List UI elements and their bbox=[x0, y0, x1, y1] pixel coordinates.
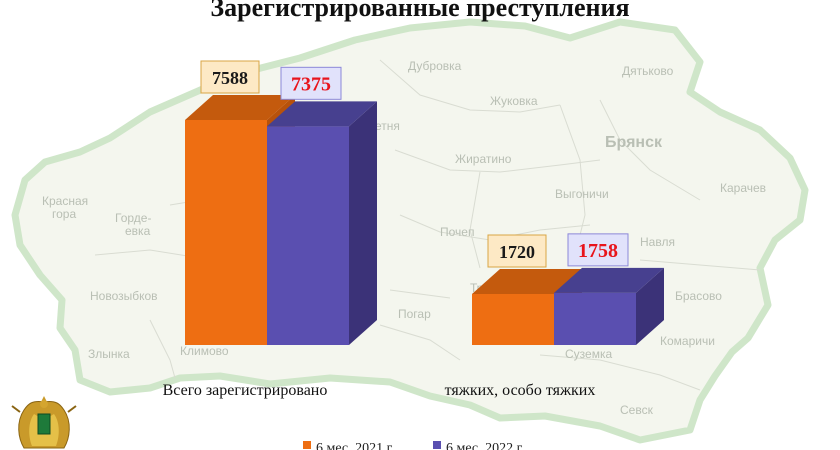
bar bbox=[185, 120, 267, 345]
map-label: Климово bbox=[180, 344, 229, 358]
legend-label: 6 мес. 2022 г. bbox=[446, 441, 524, 450]
data-label: 1758 bbox=[578, 240, 618, 262]
prosecutor-emblem bbox=[11, 396, 77, 449]
bar-top bbox=[185, 95, 295, 120]
chart-marks: 7588 7375 1720 1758 bbox=[185, 60, 664, 346]
data-label: 7588 bbox=[212, 68, 248, 88]
legend-swatch bbox=[433, 441, 441, 449]
bar bbox=[472, 293, 554, 345]
bar-top bbox=[267, 101, 377, 127]
data-label-box bbox=[567, 233, 629, 267]
bar-top bbox=[554, 267, 664, 293]
bar bbox=[267, 126, 349, 346]
bar-side bbox=[349, 101, 377, 346]
map-label: Новозыбков bbox=[90, 289, 158, 303]
map-label: Комаричи bbox=[660, 334, 715, 348]
map-label: Суземка bbox=[565, 347, 612, 361]
map-label: Брасово bbox=[675, 289, 722, 303]
map-label: Брянск bbox=[605, 134, 663, 151]
chart-title: Зарегистрированные преступления bbox=[210, 0, 629, 22]
region-map-background: Дубровка Дятьково Жуковка Брянск Жиратин… bbox=[11, 18, 809, 444]
map-label: Жиратино bbox=[455, 152, 512, 166]
map-label: Жуковка bbox=[490, 94, 538, 108]
legend-label: 6 мес. 2021 г. bbox=[316, 441, 394, 450]
map-label: Почеп bbox=[440, 225, 474, 239]
data-label-box bbox=[487, 234, 547, 268]
data-label-box bbox=[280, 66, 342, 100]
map-label: Злынка bbox=[88, 347, 130, 361]
map-label: евка bbox=[125, 224, 151, 238]
map-label: гора bbox=[52, 207, 76, 221]
map-label: Навля bbox=[640, 235, 675, 249]
category-label: Всего зарегистрировано bbox=[163, 382, 328, 399]
map-place-names: Дубровка Дятьково Жуковка Брянск Жиратин… bbox=[42, 59, 766, 417]
map-label: Дятьково bbox=[622, 64, 674, 78]
data-label: 7375 bbox=[291, 73, 331, 95]
bar-side bbox=[636, 267, 664, 345]
legend-swatch bbox=[303, 441, 311, 449]
bar bbox=[554, 292, 636, 345]
legend: 6 мес. 2021 г. 6 мес. 2022 г. bbox=[303, 441, 524, 450]
map-label: Красная bbox=[42, 194, 88, 208]
map-label: Дубровка bbox=[408, 59, 462, 73]
data-label: 1720 bbox=[499, 242, 535, 262]
map-label: Выгоничи bbox=[555, 187, 609, 201]
map-label: Карачев bbox=[720, 181, 766, 195]
category-label: тяжких, особо тяжких bbox=[445, 382, 596, 399]
data-label-box bbox=[200, 60, 260, 94]
bar-top bbox=[472, 268, 582, 294]
map-label: етня bbox=[375, 119, 400, 133]
map-label: Севск bbox=[620, 403, 654, 417]
map-label: Горде- bbox=[115, 211, 151, 225]
map-label: Погар bbox=[398, 307, 431, 321]
